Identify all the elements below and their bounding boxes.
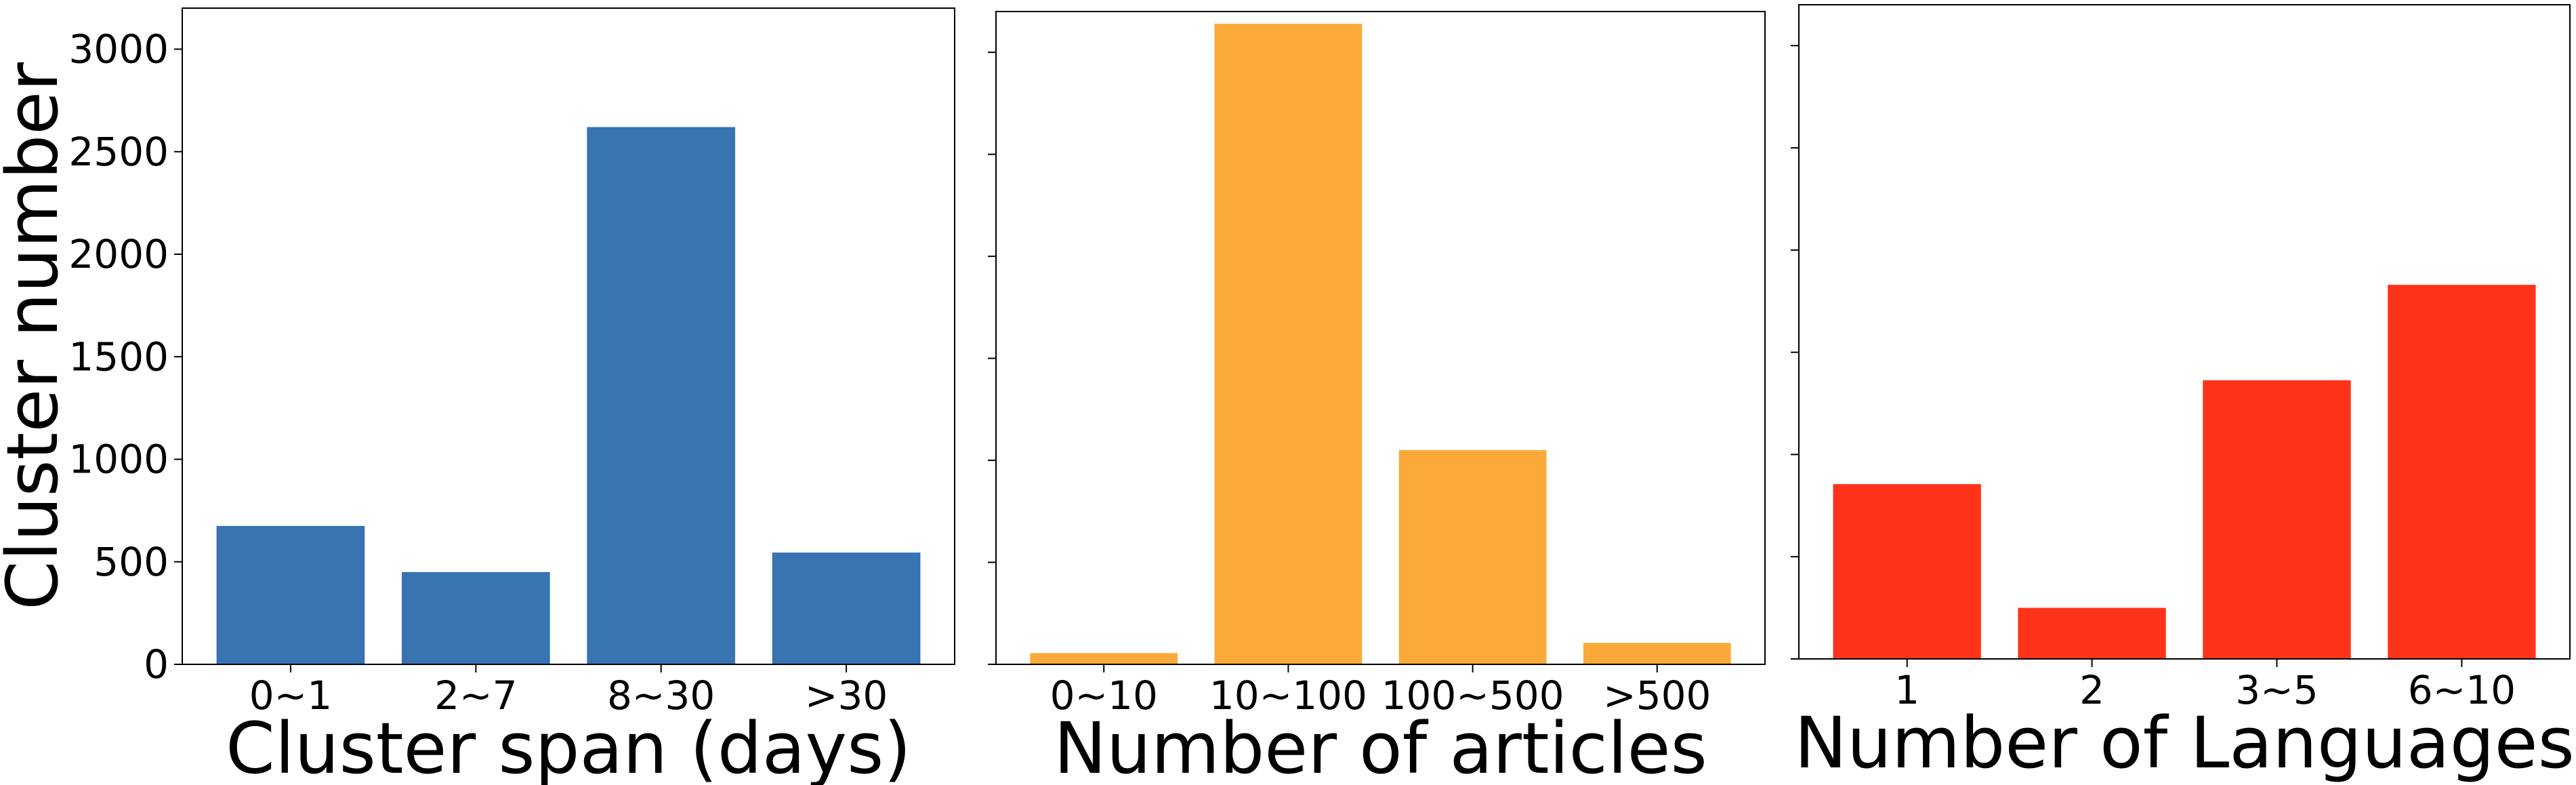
x-tick-label: 100~500: [1382, 672, 1564, 719]
x-tick-label: 3~5: [2235, 667, 2318, 713]
plot-frame: [1798, 4, 2571, 660]
x-tick-label: 10~100: [1209, 672, 1367, 719]
y-tick-label: 2500: [68, 129, 169, 175]
y-tick-label: 1000: [68, 437, 169, 483]
y-tick-label: 500: [94, 539, 169, 585]
bar: [401, 571, 550, 664]
x-tick-label: >30: [805, 672, 888, 719]
x-axis-label: Number of articles: [1054, 707, 1707, 785]
y-tick-label: 3000: [68, 26, 169, 73]
bar: [2388, 285, 2536, 659]
x-tick-label: 1: [1894, 667, 1919, 713]
bar: [2018, 607, 2166, 659]
bar: [1030, 653, 1178, 664]
y-tick-label: 0: [144, 641, 169, 687]
x-axis-label: Number of Languages: [1794, 702, 2575, 784]
bar: [216, 525, 365, 664]
x-tick-label: 6~10: [2408, 667, 2516, 713]
bar: [1833, 484, 1981, 659]
y-tick-label: 2000: [68, 231, 169, 277]
x-tick-label: 2: [2079, 667, 2104, 713]
x-axis-label: Cluster span (days): [226, 707, 911, 785]
x-tick-label: >500: [1603, 672, 1711, 719]
bar: [1398, 450, 1547, 664]
bar: [772, 552, 921, 664]
bar: [2203, 380, 2351, 659]
y-axis-label: Cluster number: [0, 62, 74, 610]
x-tick-label: 8~30: [607, 672, 715, 719]
bar: [1583, 643, 1731, 664]
x-tick-label: 0~10: [1050, 672, 1158, 719]
x-tick-label: 2~7: [434, 672, 517, 719]
plot-frame: [182, 7, 955, 665]
x-tick-label: 0~1: [249, 672, 332, 719]
plot-frame: [995, 11, 1766, 665]
bar: [587, 127, 736, 664]
bar: [1214, 24, 1363, 664]
y-tick-label: 1500: [68, 334, 169, 380]
